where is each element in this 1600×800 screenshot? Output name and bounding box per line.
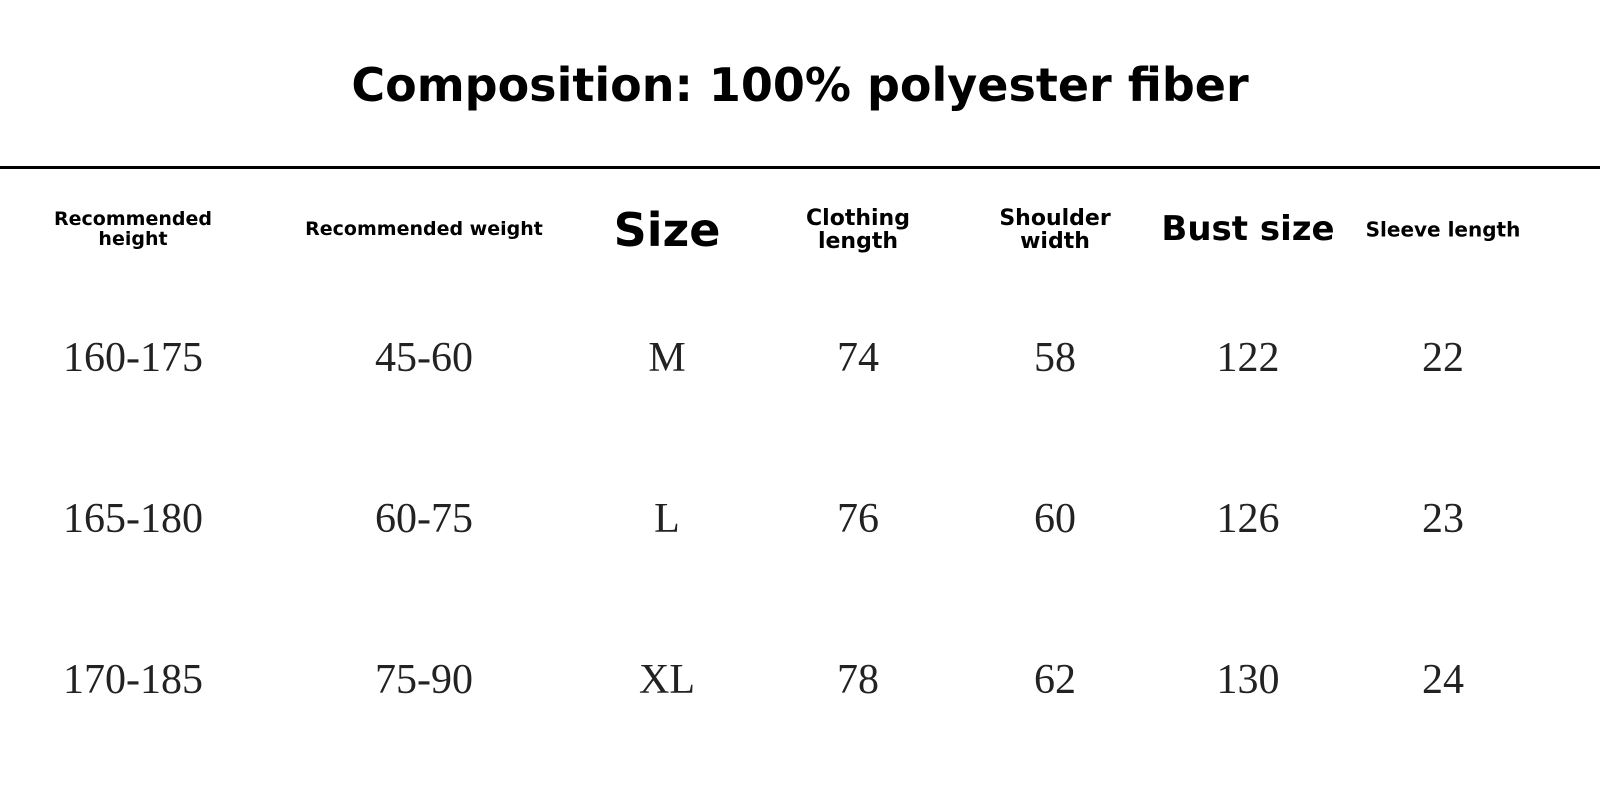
table-cell: 24 <box>1422 656 1464 703</box>
table-cell: M <box>648 334 686 381</box>
column-header: Sleeve length <box>1365 217 1521 242</box>
table-cell: L <box>654 495 680 542</box>
table-cell: 22 <box>1422 334 1464 381</box>
column-header: Clothing length <box>806 205 910 254</box>
title: Composition: 100% polyester fiber <box>351 58 1249 112</box>
table-cell: 62 <box>1034 656 1076 703</box>
table-cell: 23 <box>1422 495 1464 542</box>
table-cell: 160-175 <box>63 334 203 381</box>
table-cell: 60 <box>1034 495 1076 542</box>
divider <box>0 166 1600 169</box>
table-cell: 130 <box>1216 656 1280 703</box>
table-cell: 75-90 <box>375 656 473 703</box>
table-cell: 78 <box>837 656 879 703</box>
table-cell: 122 <box>1216 334 1280 381</box>
table-cell: 126 <box>1216 495 1280 542</box>
column-header: Bust size <box>1161 209 1335 250</box>
column-header: Shoulder width <box>999 205 1111 254</box>
table-cell: 76 <box>837 495 879 542</box>
table-cell: 170-185 <box>63 656 203 703</box>
table-cell: 74 <box>837 334 879 381</box>
table-cell: 165-180 <box>63 495 203 542</box>
column-header: Recommended height <box>54 208 212 250</box>
table-cell: 58 <box>1034 334 1076 381</box>
table-cell: 60-75 <box>375 495 473 542</box>
column-header: Recommended weight <box>305 218 543 241</box>
table-cell: XL <box>639 656 695 703</box>
column-header: Size <box>613 202 721 257</box>
table-cell: 45-60 <box>375 334 473 381</box>
